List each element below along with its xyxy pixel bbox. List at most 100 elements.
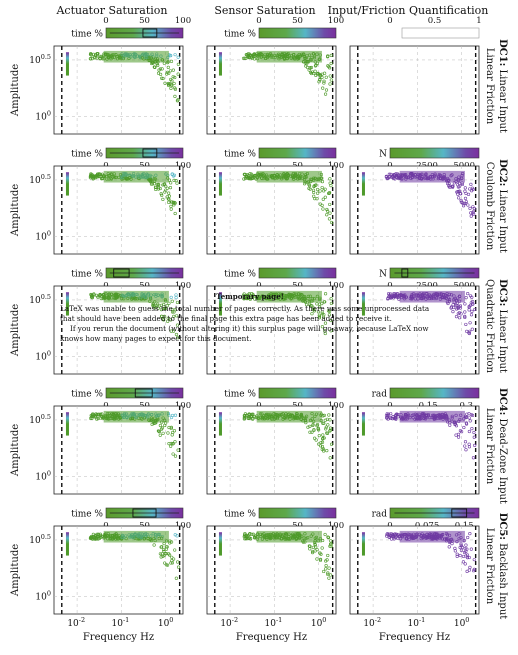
x-axis: 10-2 10-1 100 Frequency Hz [220,616,326,643]
colorbar-symbol: N [379,150,387,160]
y-tick-label: 100.5 [29,533,51,546]
x-tick-label: 10-1 [111,616,129,629]
x-tick-label: 100 [158,616,174,629]
scatter-panel [350,526,479,614]
colorbar-tick-label: 100 [175,16,191,26]
chart-row: time %050100100.5100time %050100rad00.07… [10,508,508,619]
colorbar-gradient [259,508,336,518]
y-axis-label: Amplitude [10,304,21,357]
y-tick-label: 100 [35,469,51,482]
scatter-low-frequency-column [66,52,69,75]
y-tick-label: 100.5 [29,413,51,426]
colorbar-symbol: rad [372,510,388,520]
row-label: DC3: Linear Input [497,279,508,373]
scatter-panel [207,46,336,134]
y-axis-label: Amplitude [10,64,21,117]
colorbar-tick-label: 50 [139,16,150,26]
scatter-low-frequency-column [362,532,365,555]
chart-row: time %050100100.5100time %050100rad00.15… [10,388,508,504]
notice-line-1: LaTeX was unable to guess the total numb… [60,304,440,324]
row-label: DC4: Dead-Zone Input [497,388,508,504]
colorbar-gradient [259,148,336,158]
colorbar-symbol: rad [372,390,388,400]
colorbar-tick-label: 100 [328,16,344,26]
scatter-low-frequency-column [362,412,365,435]
colorbar-gradient [390,388,479,398]
colorbar-symbol: time % [224,390,256,400]
scatter-low-frequency-column [219,172,222,195]
scatter-dense-cluster [257,171,322,183]
y-axis-label: Amplitude [10,424,21,477]
colorbar-gradient [402,28,479,38]
row-sublabel: Coulomb Friction [484,162,495,251]
x-tick-label: 100 [311,616,327,629]
colorbar-symbol: time % [224,30,256,40]
colorbar: 0 0.5 1 [387,16,481,38]
plot-frame [350,46,479,134]
scatter-low-frequency-column [362,172,365,195]
y-axis-label: Amplitude [10,184,21,237]
scatter-panel: 100.5 100 [29,406,183,494]
x-tick-label: 100 [454,616,470,629]
y-tick-label: 100 [35,349,51,362]
scatter-panel [350,406,479,494]
row-label: DC1: Linear Input [497,39,508,133]
x-axis-label: Frequency Hz [236,632,307,643]
notice-title: Temporary page! [60,292,440,302]
scatter-low-frequency-column [66,172,69,195]
scatter-dense-cluster [104,51,169,63]
scatter-dense-cluster [400,171,465,183]
colorbar: time %0 50 100 [224,16,344,40]
row-sublabel: Quadratic Friction [484,279,495,373]
scatter-panel [350,46,479,134]
colorbar-tick-label: 50 [292,16,303,26]
colorbar-symbol: time % [224,510,256,520]
scatter-panel [207,526,336,614]
y-tick-label: 100.5 [29,173,51,186]
scatter-panel [207,166,336,254]
scatter-dense-cluster [104,411,169,423]
x-tick-label: 10-2 [363,616,381,629]
scatter-low-frequency-column [66,412,69,435]
colorbar-symbol: time % [71,150,103,160]
colorbar-symbol: time % [71,30,103,40]
colorbar-tick-label: 0 [256,16,261,26]
scatter-panel [350,166,479,254]
colorbar-symbol: N [379,270,387,280]
x-tick-label: 10-2 [67,616,85,629]
x-tick-label: 10-1 [264,616,282,629]
y-tick-label: 100.5 [29,293,51,306]
y-tick-label: 100 [35,229,51,242]
colorbar-symbol: time % [71,510,103,520]
colorbar-symbol: time % [71,270,103,280]
y-tick-label: 100 [35,589,51,602]
scatter-dense-cluster [400,411,465,423]
scatter-panel [207,406,336,494]
y-axis-label: Amplitude [10,544,21,597]
scatter-panel: 100.5 100 [29,166,183,254]
scatter-low-frequency-column [219,412,222,435]
x-axis: 10-2 10-1 100Frequency Hz [363,616,469,643]
colorbar: time %050100 [71,16,191,40]
latex-temporary-page-notice: Temporary page! LaTeX was unable to gues… [60,292,440,344]
colorbar-tick-label: 1 [476,16,481,26]
scatter-dense-cluster [400,531,465,543]
scatter-low-frequency-column [219,532,222,555]
y-tick-label: 100 [35,109,51,122]
colorbar-gradient [259,388,336,398]
y-tick-label: 100.5 [29,53,51,66]
x-tick-label: 10-2 [220,616,238,629]
scatter-panel: 100.5 100 [29,526,183,614]
row-sublabel: Linear Friction [484,48,495,125]
colorbar-symbol: time % [71,390,103,400]
scatter-low-frequency-column [219,52,222,75]
scatter-dense-cluster [104,171,169,183]
row-label: DC5: Backlash Input [497,513,508,620]
colorbar-tick-label: 0 [387,16,392,26]
colorbar-tick-label: 0.5 [428,16,442,26]
x-axis-label: Frequency Hz [379,632,450,643]
scatter-low-frequency-column [66,532,69,555]
column-title-actuator: Actuator Saturation [55,4,167,17]
column-titles: Actuator Saturation Sensor Saturation In… [55,4,488,17]
